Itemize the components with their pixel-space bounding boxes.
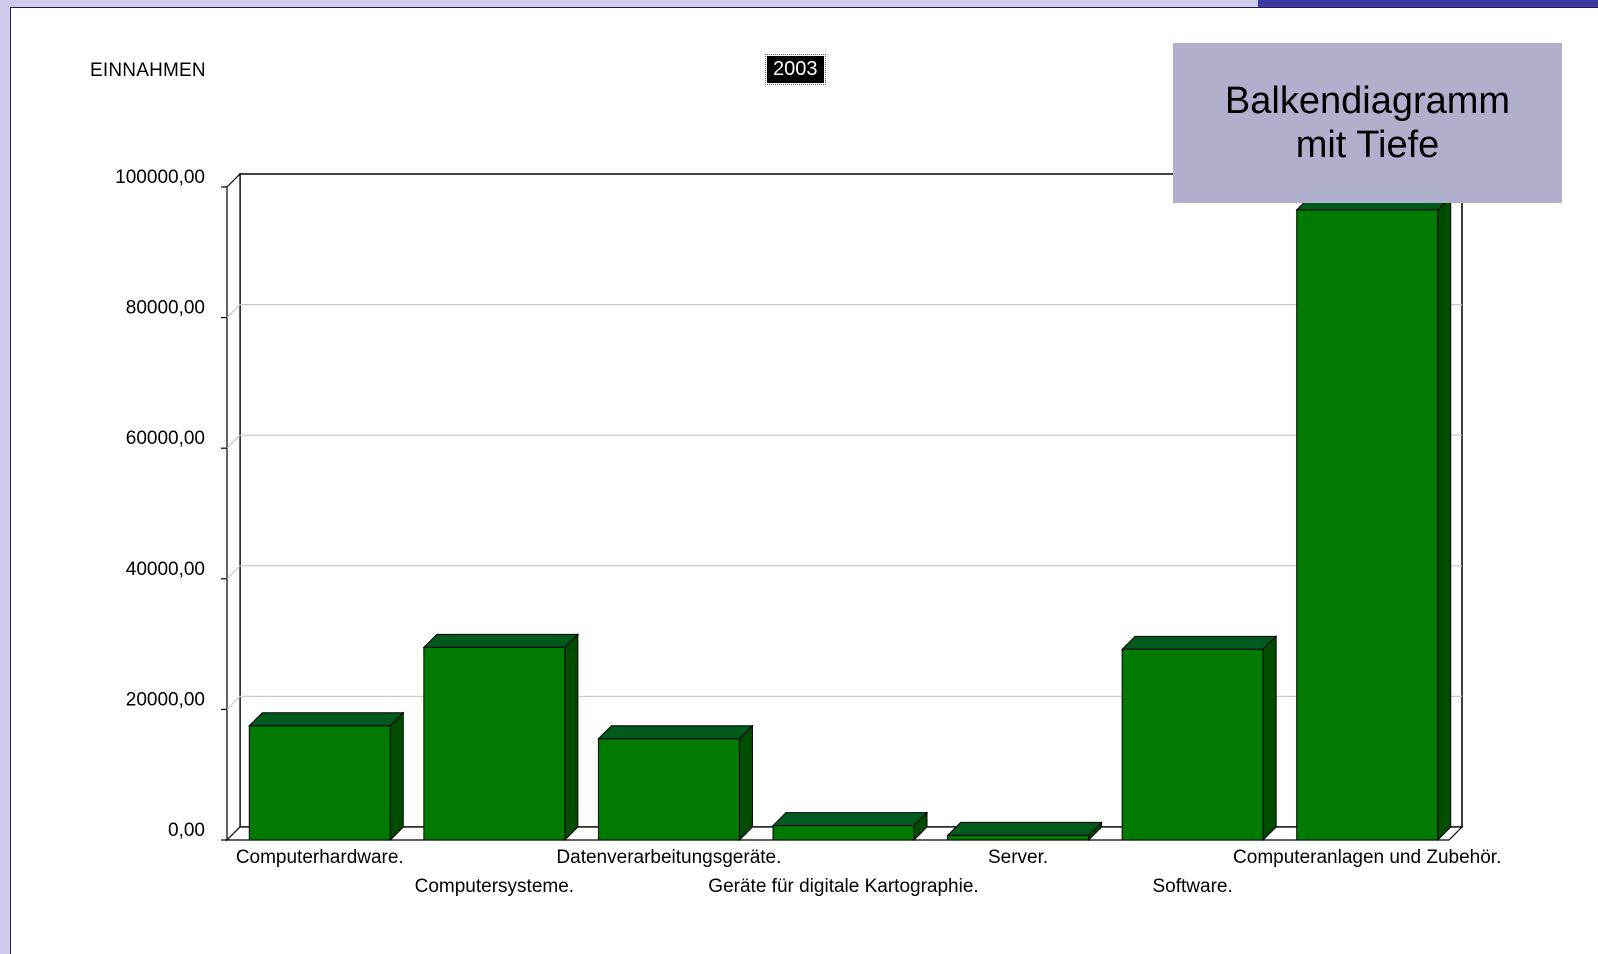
bar-top (422, 633, 580, 648)
bar-top (248, 712, 405, 727)
x-category-label: Computersysteme. (415, 876, 574, 897)
bar (772, 825, 915, 841)
top-accent-bar (1258, 0, 1598, 9)
x-category-label: Computerhardware. (236, 847, 404, 868)
y-tick-label: 60000,00 (126, 428, 205, 449)
gridline-depth (226, 304, 241, 319)
bar (1121, 648, 1264, 841)
chart-title: EINNAHMEN (90, 60, 206, 81)
bar-side (1437, 195, 1452, 842)
x-category-label: Datenverarbeitungsgeräte. (556, 847, 781, 868)
y-tick-label: 20000,00 (126, 689, 205, 710)
bar-side (564, 633, 579, 842)
y-tick-label: 100000,00 (115, 167, 205, 188)
bar-top (771, 812, 929, 827)
plot-frame (239, 173, 1463, 828)
bar (597, 738, 740, 841)
bar (947, 834, 1090, 841)
left-wall (226, 172, 241, 842)
callout-line-2: mit Tiefe (1295, 124, 1440, 166)
bar-side (738, 724, 753, 842)
bar-top (597, 725, 754, 740)
x-category-label: Geräte für digitale Kartographie. (708, 876, 978, 897)
gridline-depth (226, 434, 241, 449)
gridline-depth (226, 695, 241, 710)
x-category-label: Computeranlagen und Zubehör. (1233, 847, 1501, 868)
callout-box: Balkendiagramm mit Tiefe (1173, 43, 1562, 203)
bar-top (1120, 635, 1278, 650)
y-tick-label: 0,00 (168, 820, 205, 841)
bar-side (389, 711, 404, 842)
bar-top (946, 821, 1103, 836)
gridline-depth (226, 565, 241, 580)
y-tick-label: 80000,00 (126, 298, 205, 319)
bar (248, 725, 391, 841)
y-tick-label: 40000,00 (126, 559, 205, 580)
bar-side (1262, 635, 1277, 842)
bar (423, 646, 566, 841)
callout-line-1: Balkendiagramm (1224, 79, 1511, 122)
x-category-label: Software. (1153, 876, 1233, 897)
x-category-label: Server. (988, 847, 1048, 868)
year-selector[interactable]: 2003 (765, 54, 826, 85)
bar (1296, 209, 1439, 841)
